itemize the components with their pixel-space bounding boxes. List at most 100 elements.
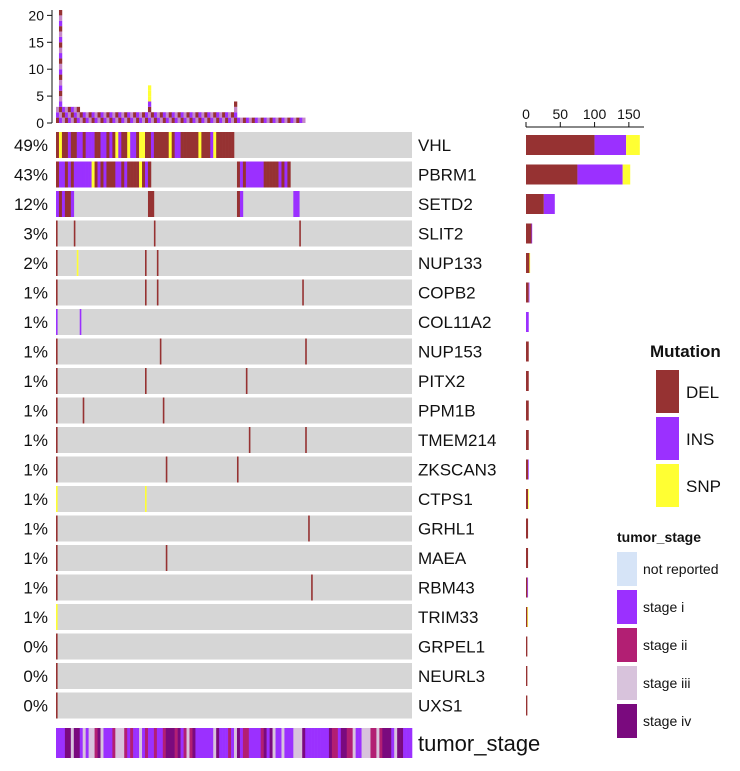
sample-bar-segment: [293, 117, 297, 123]
mutation-cell: [61, 191, 66, 217]
mutation-cell: [139, 161, 143, 188]
mutation-cell: [284, 161, 288, 188]
mutation-cell: [311, 574, 313, 601]
sample-bar-segment: [257, 117, 261, 123]
row-background: [56, 574, 412, 601]
sample-bar-segment: [263, 117, 267, 123]
mutation-cell: [79, 161, 83, 188]
stage-cell: [382, 728, 386, 758]
mutation-cell: [76, 250, 79, 276]
sample-bar-segment: [133, 112, 137, 118]
sample-bar-segment: [85, 117, 89, 123]
sample-bar-segment: [58, 96, 63, 102]
gene-label: NEURL3: [418, 667, 485, 686]
mutation-cell: [251, 161, 256, 188]
sample-bar-segment: [204, 117, 208, 123]
stage-cell: [73, 728, 78, 758]
sample-bar-segment: [91, 117, 95, 123]
stage-cell: [370, 728, 374, 758]
gene-bar-ins: [594, 135, 627, 155]
sample-bar-segment: [189, 112, 193, 118]
gene-bar-ins: [527, 577, 529, 598]
sample-bar-segment: [73, 112, 78, 118]
stage-cell: [58, 728, 63, 758]
mutation-cell: [82, 132, 86, 158]
stage-cell: [165, 728, 170, 758]
sample-bar-segment: [58, 42, 63, 48]
sample-bar-segment: [147, 101, 152, 107]
stage-cell: [159, 728, 164, 758]
row-background: [56, 250, 412, 276]
mutation-cell: [118, 161, 122, 188]
stage-cell: [325, 728, 330, 758]
mutation-cell: [150, 191, 155, 217]
gene-bar-del: [526, 607, 528, 627]
stage-legend-label: stage iv: [643, 713, 691, 729]
mutation-cell: [168, 132, 172, 158]
top-axis-tick-label: 15: [28, 34, 44, 50]
sample-bar-segment: [88, 112, 92, 118]
sample-bar-segment: [103, 112, 107, 118]
gene-label: TMEM214: [418, 431, 496, 450]
mutation-cell: [147, 132, 152, 158]
percent-label: 43%: [14, 166, 48, 185]
percent-label: 1%: [23, 431, 48, 450]
mutation-cell: [145, 161, 149, 188]
sample-bar-segment: [58, 20, 63, 27]
stage-legend-label: stage i: [643, 599, 684, 615]
mutation-cell: [254, 161, 259, 188]
stage-cell: [388, 728, 392, 758]
sample-bar-segment: [103, 117, 107, 123]
stage-cell: [337, 728, 342, 758]
mutation-cell: [67, 161, 72, 188]
top-sample-barplot: [56, 10, 306, 123]
stage-cell: [343, 728, 348, 758]
sample-bar-segment: [58, 58, 63, 64]
gene-bar-snp: [529, 253, 531, 273]
stage-cell: [361, 728, 365, 758]
mutation-cell: [189, 132, 193, 158]
stage-cell: [400, 728, 404, 758]
mutation-cell: [58, 161, 63, 188]
mutation-cell: [103, 161, 107, 188]
row-background: [56, 692, 412, 719]
mutation-cell: [97, 161, 101, 188]
mutation-cell: [305, 427, 307, 453]
sample-bar-segment: [147, 85, 152, 91]
sample-bar-segment: [70, 117, 75, 123]
stage-cell: [186, 728, 190, 758]
mutation-cell: [207, 132, 211, 158]
stage-cell: [284, 728, 288, 758]
stage-cell: [189, 728, 193, 758]
sample-bar-segment: [147, 106, 152, 113]
mutation-cell: [171, 132, 175, 158]
sample-bar-segment: [260, 117, 264, 123]
mutation-cell: [145, 368, 147, 394]
mutation-cell: [58, 132, 63, 158]
row-background: [56, 309, 412, 335]
mutation-cell: [79, 132, 83, 158]
gene-label: MAEA: [418, 549, 467, 568]
row-background: [56, 545, 412, 571]
legend-swatch-snp: [656, 464, 679, 507]
sample-bar-segment: [192, 112, 196, 118]
mutation-cell: [236, 191, 241, 217]
row-background: [56, 456, 412, 483]
stage-cell: [216, 728, 220, 758]
mutation-cell: [231, 132, 235, 158]
stage-cell: [293, 728, 297, 758]
stage-cell: [97, 728, 101, 758]
mutation-cell: [56, 633, 58, 660]
stage-cell: [403, 728, 407, 758]
sample-bar-segment: [219, 112, 223, 118]
sample-bar-segment: [251, 117, 256, 123]
row-background: [56, 486, 412, 512]
mutation-cell: [136, 161, 140, 188]
stage-cell: [391, 728, 395, 758]
top-axis: 0 5 10 15 20: [28, 7, 53, 131]
mutation-cell: [162, 132, 167, 158]
mutation-cell: [64, 191, 69, 217]
mutation-cell: [222, 132, 226, 158]
mutation-cell: [56, 250, 58, 276]
sample-bar-segment: [299, 117, 303, 123]
